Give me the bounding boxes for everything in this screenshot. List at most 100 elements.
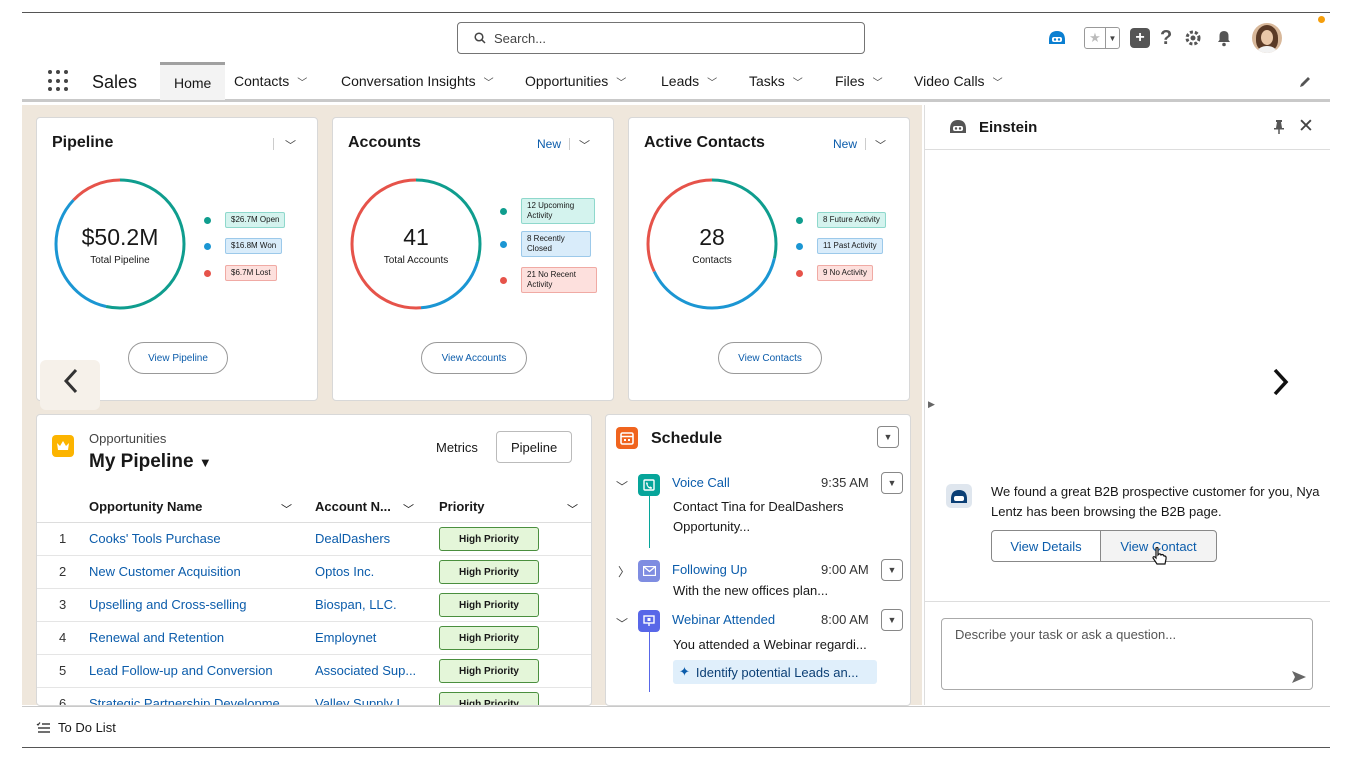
event-title-link[interactable]: Following Up bbox=[672, 562, 748, 577]
legend-lost: $6.7M Lost bbox=[204, 265, 277, 281]
chevron-down-icon[interactable]: ﹀ bbox=[483, 77, 494, 89]
chevron-right-icon[interactable]: 〉 bbox=[618, 565, 631, 579]
chevron-right-icon[interactable] bbox=[1270, 367, 1290, 397]
opportunities-subtitle: Opportunities bbox=[89, 431, 167, 446]
favorites-button[interactable]: ★ ▼ bbox=[1084, 27, 1120, 49]
active-contacts-card: Active Contacts New ﹀ 28 Contacts 8 Futu… bbox=[628, 117, 910, 401]
account-link[interactable]: Employnet bbox=[315, 630, 377, 645]
priority-badge: High Priority bbox=[439, 593, 539, 617]
account-link[interactable]: DealDashers bbox=[315, 531, 391, 546]
my-pipeline-title[interactable]: My Pipeline ▼ bbox=[89, 451, 212, 473]
chevron-down-icon[interactable]: ﹀ bbox=[567, 504, 578, 516]
divider bbox=[865, 138, 866, 150]
chevron-left-icon[interactable] bbox=[62, 367, 80, 395]
legend-dot bbox=[796, 269, 803, 277]
einstein-message: We found a great B2B prospective custome… bbox=[991, 484, 1320, 519]
chevron-down-icon[interactable]: ﹀ bbox=[616, 617, 629, 631]
opportunity-link[interactable]: Upselling and Cross-selling bbox=[89, 597, 247, 612]
app-launcher-icon[interactable] bbox=[48, 70, 70, 92]
bell-icon[interactable] bbox=[1216, 29, 1232, 47]
priority-badge: High Priority bbox=[439, 527, 539, 551]
close-icon[interactable]: ✕ bbox=[1298, 116, 1314, 137]
chevron-down-icon[interactable]: ﹀ bbox=[616, 480, 629, 494]
schedule-menu-button[interactable]: ▼ bbox=[877, 426, 899, 448]
tab-leads[interactable]: Leads ﹀ bbox=[661, 62, 717, 100]
schedule-card: Schedule ▼ ﹀ Voice Call 9:35 AM ▼ Contac… bbox=[605, 414, 911, 706]
tab-contacts[interactable]: Contacts ﹀ bbox=[234, 62, 307, 100]
view-details-button[interactable]: View Details bbox=[991, 530, 1101, 562]
priority-badge: High Priority bbox=[439, 626, 539, 650]
row-number: 4 bbox=[59, 630, 67, 645]
row-number: 1 bbox=[59, 531, 67, 546]
send-icon[interactable] bbox=[1291, 670, 1307, 684]
chevron-down-icon[interactable]: ﹀ bbox=[872, 77, 883, 89]
chevron-down-icon[interactable]: ﹀ bbox=[792, 77, 803, 89]
event-title-link[interactable]: Voice Call bbox=[672, 475, 730, 490]
chevron-down-icon[interactable]: ﹀ bbox=[403, 504, 414, 516]
panel-collapse-icon[interactable]: ▶ bbox=[928, 399, 935, 409]
account-link[interactable]: Associated Sup... bbox=[315, 663, 417, 678]
einstein-icon[interactable] bbox=[1046, 28, 1068, 48]
todo-list-button[interactable]: To Do List bbox=[36, 720, 116, 735]
account-link[interactable]: Optos Inc. bbox=[315, 564, 375, 579]
accounts-title: Accounts bbox=[348, 134, 421, 151]
chevron-down-icon[interactable]: ﹀ bbox=[707, 77, 718, 89]
legend-dot bbox=[204, 242, 211, 250]
accounts-new-link[interactable]: New bbox=[537, 137, 562, 151]
pin-icon[interactable] bbox=[1273, 119, 1285, 135]
account-link[interactable]: Valley Supply I... bbox=[315, 696, 411, 706]
tab-conversation-insights[interactable]: Conversation Insights ﹀ bbox=[341, 62, 494, 100]
global-add-icon[interactable]: + bbox=[1130, 28, 1150, 48]
chevron-down-icon[interactable]: ﹀ bbox=[297, 77, 308, 89]
opportunity-link[interactable]: Lead Follow-up and Conversion bbox=[89, 663, 273, 678]
legend-future: 8 Future Activity bbox=[796, 212, 886, 228]
pipeline-button[interactable]: Pipeline bbox=[496, 431, 573, 463]
einstein-suggestion-chip[interactable]: ✦ Identify potential Leads an... bbox=[673, 660, 877, 684]
opportunity-link[interactable]: Strategic Partnership Developme... bbox=[89, 696, 291, 706]
chevron-down-icon[interactable]: ﹀ bbox=[992, 77, 1003, 89]
opportunity-link[interactable]: Renewal and Retention bbox=[89, 630, 225, 645]
help-icon[interactable]: ? bbox=[1160, 26, 1173, 49]
event-title-link[interactable]: Webinar Attended bbox=[672, 612, 776, 627]
chevron-down-icon[interactable]: ﹀ bbox=[285, 140, 296, 152]
timeline-line bbox=[649, 632, 650, 692]
metrics-button[interactable]: Metrics bbox=[436, 439, 478, 455]
tab-label: Video Calls bbox=[914, 73, 985, 89]
chevron-down-icon[interactable]: ﹀ bbox=[875, 140, 886, 152]
edit-pencil-icon[interactable] bbox=[1298, 75, 1312, 89]
chevron-down-icon[interactable]: ﹀ bbox=[616, 77, 627, 89]
accounts-total-label: Total Accounts bbox=[383, 255, 449, 266]
legend-dot bbox=[204, 216, 211, 224]
contacts-total-label: Contacts bbox=[692, 255, 732, 266]
opportunity-link[interactable]: Cooks' Tools Purchase bbox=[89, 531, 221, 546]
priority-badge: High Priority bbox=[439, 692, 539, 705]
col-priority[interactable]: Priority bbox=[439, 499, 485, 514]
table-header: Opportunity Name ﹀ Account N... ﹀ Priori… bbox=[37, 495, 591, 523]
event-menu-button[interactable]: ▼ bbox=[881, 609, 903, 631]
tab-label: Contacts bbox=[234, 73, 290, 89]
pipeline-donut-chart bbox=[54, 178, 186, 310]
col-account-name[interactable]: Account N... bbox=[315, 499, 391, 514]
col-opportunity-name[interactable]: Opportunity Name bbox=[89, 499, 203, 514]
account-link[interactable]: Biospan, LLC. bbox=[315, 597, 397, 612]
tab-opportunities[interactable]: Opportunities ﹀ bbox=[525, 62, 626, 100]
tab-home[interactable]: Home bbox=[160, 62, 226, 100]
view-pipeline-button[interactable]: View Pipeline bbox=[128, 342, 228, 374]
chevron-down-icon[interactable]: ﹀ bbox=[579, 140, 590, 152]
event-menu-button[interactable]: ▼ bbox=[881, 472, 903, 494]
view-accounts-button[interactable]: View Accounts bbox=[421, 342, 527, 374]
view-contacts-button[interactable]: View Contacts bbox=[718, 342, 822, 374]
event-description: With the new offices plan... bbox=[673, 583, 829, 598]
gear-icon[interactable] bbox=[1184, 29, 1202, 47]
avatar[interactable] bbox=[1252, 23, 1283, 53]
hand-cursor-icon bbox=[1152, 546, 1167, 565]
tab-tasks[interactable]: Tasks ﹀ bbox=[749, 62, 803, 100]
event-menu-button[interactable]: ▼ bbox=[881, 559, 903, 581]
chevron-down-icon[interactable]: ﹀ bbox=[281, 504, 292, 516]
opportunity-link[interactable]: New Customer Acquisition bbox=[89, 564, 241, 579]
tab-video-calls[interactable]: Video Calls ﹀ bbox=[914, 62, 1003, 100]
contacts-new-link[interactable]: New bbox=[833, 137, 858, 151]
global-search[interactable]: Search... bbox=[457, 22, 865, 54]
einstein-ask-input[interactable]: Describe your task or ask a question... bbox=[941, 618, 1313, 690]
tab-files[interactable]: Files ﹀ bbox=[835, 62, 883, 100]
